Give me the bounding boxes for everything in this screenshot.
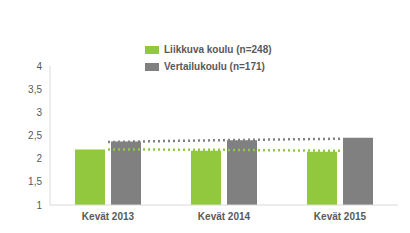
svg-text:3,5: 3,5: [28, 84, 42, 95]
html-text:Vertailukoulu (n=171): Vertailukoulu (n=171): [164, 61, 265, 72]
svg-text:1: 1: [36, 200, 42, 211]
svg-text:Kevät 2015: Kevät 2015: [314, 211, 367, 222]
svg-text:4: 4: [36, 61, 42, 72]
svg-text:Kevät 2013: Kevät 2013: [82, 211, 135, 222]
html-text:Liikkuva koulu (n=248): Liikkuva koulu (n=248): [164, 44, 272, 55]
svg-text:3: 3: [36, 107, 42, 118]
svg-text:Kevät 2014: Kevät 2014: [198, 211, 251, 222]
svg-text:2,5: 2,5: [28, 130, 42, 141]
svg-text:2: 2: [36, 153, 42, 164]
svg-text:1,5: 1,5: [28, 176, 42, 187]
